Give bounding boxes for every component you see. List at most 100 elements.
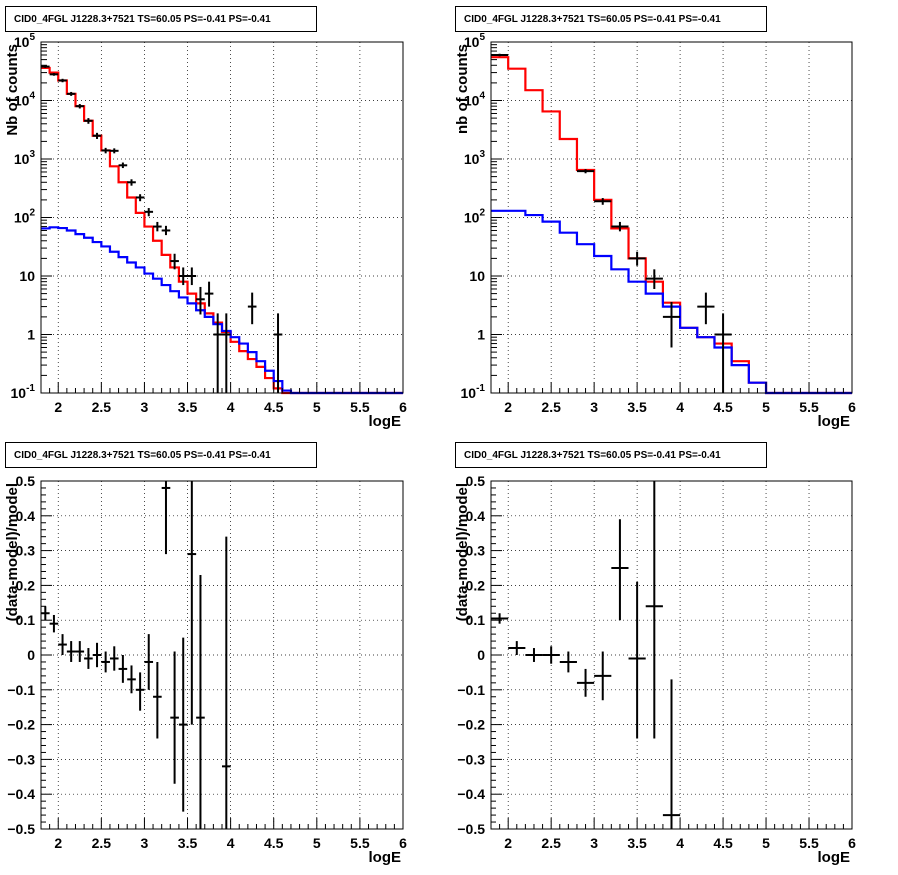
x-tick-label: 2.5 — [92, 399, 112, 415]
data-point — [49, 614, 59, 633]
y-tick-label: 0 — [27, 647, 35, 663]
x-tick-label: 4.5 — [713, 835, 733, 851]
data-point — [170, 253, 179, 270]
axis-ticks — [40, 480, 404, 830]
panel-2-title-text: CID0_4FGL J1228.3+7521 TS=60.05 PS=-0.41… — [464, 13, 721, 25]
data-point — [109, 148, 119, 154]
x-tick-label: 5 — [313, 835, 321, 851]
y-tick-label: −0.1 — [7, 682, 35, 698]
x-tick-label: 5.5 — [350, 835, 370, 851]
y-tick-label: 10-1 — [461, 383, 486, 401]
data-point — [213, 313, 222, 393]
x-tick-label: 5 — [313, 399, 321, 415]
x-tick-label: 3 — [141, 835, 149, 851]
y-tick-label: 0.5 — [16, 473, 36, 489]
y-tick-label-base: 10 — [464, 151, 480, 167]
y-tick-label: 0.4 — [16, 508, 36, 524]
axis-ticks — [490, 41, 853, 394]
data-point — [662, 679, 681, 829]
data-point — [594, 651, 612, 701]
x-tick-label: 4 — [676, 399, 684, 415]
y-tick-label: 1 — [27, 327, 35, 343]
panel-1-title-text: CID0_4FGL J1228.3+7521 TS=60.05 PS=-0.41… — [14, 13, 271, 25]
y-axis-label: Nb of counts — [4, 44, 21, 136]
data-point — [178, 637, 188, 812]
y-tick-label: 0.4 — [466, 508, 486, 524]
y-tick-label: 105 — [14, 32, 36, 50]
data-point — [153, 661, 162, 739]
panel-4: 2 2.5 3 3.5 4 4.5 5 5.5 6 −0.5 −0.4 −0.3 −0.2 −0.1 0 0.… — [454, 473, 856, 866]
y-tick-label: −0.2 — [7, 717, 35, 733]
panel-3-title-text: CID0_4FGL J1228.3+7521 TS=60.05 PS=-0.41… — [14, 449, 271, 461]
x-tick-label: 6 — [399, 399, 407, 415]
y-tick-label: −0.2 — [457, 717, 485, 733]
y-tick-label: 0.5 — [466, 473, 486, 489]
data-point — [628, 581, 646, 739]
series-1-points — [491, 481, 681, 829]
x-tick-label: 3.5 — [178, 835, 198, 851]
panel-3: 2 2.5 3 3.5 4 4.5 5 5.5 6 −0.5 −0.4 −0.3 −0.2 −0.1 0 0.… — [4, 473, 407, 866]
y-tick-label: 0.1 — [16, 612, 36, 628]
series-2-step-line — [41, 226, 403, 395]
x-tick-label: 4 — [227, 399, 235, 415]
data-point — [204, 281, 214, 307]
x-tick-label: 3.5 — [627, 399, 647, 415]
data-point — [75, 641, 85, 662]
data-point — [491, 613, 509, 624]
data-point — [58, 634, 67, 655]
y-tick-label: 103 — [464, 149, 486, 167]
data-point — [127, 665, 136, 694]
series-3-points — [491, 53, 732, 393]
data-point — [187, 267, 197, 286]
data-point — [144, 634, 154, 690]
y-tick-label-base: 10 — [14, 210, 30, 226]
x-tick-label: 6 — [399, 835, 407, 851]
x-tick-label: 2 — [504, 835, 512, 851]
panel-2: 2 2.5 3 3.5 4 4.5 5 5.5 610-1110102103104105logE… — [454, 32, 856, 430]
y-tick-label: 0 — [477, 647, 485, 663]
data-point — [161, 225, 171, 236]
y-tick-label: 10-1 — [11, 383, 36, 401]
y-tick-label: 0.2 — [466, 577, 486, 593]
x-tick-label: 2 — [54, 835, 62, 851]
y-tick-label-base: 10 — [11, 385, 27, 401]
data-point — [118, 655, 128, 683]
y-tick-label-base: 10 — [461, 385, 477, 401]
data-point — [58, 78, 67, 83]
series-1-points — [41, 481, 231, 829]
x-tick-label: 5.5 — [799, 399, 819, 415]
data-point — [714, 313, 732, 393]
data-point — [66, 91, 76, 96]
data-point — [222, 313, 231, 393]
y-axis-label: (data-model)/model — [454, 483, 471, 621]
panel-4-title-text: CID0_4FGL J1228.3+7521 TS=60.05 PS=-0.41… — [464, 449, 721, 461]
data-point — [75, 104, 85, 109]
series-3-points — [41, 65, 283, 393]
data-point — [161, 481, 171, 555]
y-tick-label: 102 — [14, 208, 36, 226]
data-point — [101, 147, 110, 154]
x-axis-label: logE — [818, 849, 851, 866]
panel-2-title: CID0_4FGL J1228.3+7521 TS=60.05 PS=-0.41… — [455, 6, 767, 32]
data-point — [628, 251, 646, 266]
y-tick-label: 104 — [14, 91, 36, 109]
data-point — [611, 221, 629, 232]
data-point — [559, 651, 577, 673]
grid — [41, 42, 403, 393]
y-tick-label: 0.1 — [466, 612, 486, 628]
y-tick-label-base: 10 — [14, 151, 30, 167]
data-point — [109, 646, 119, 671]
x-tick-label: 5 — [762, 835, 770, 851]
y-tick-label-base: 10 — [14, 93, 30, 109]
x-axis-label: logE — [818, 413, 851, 430]
data-point — [127, 179, 136, 186]
data-point — [576, 668, 595, 697]
y-tick-label-exp: 4 — [479, 91, 485, 102]
y-tick-label-exp: -1 — [476, 383, 485, 394]
data-point — [187, 481, 197, 725]
data-point — [247, 292, 257, 325]
y-tick-label: 0.2 — [16, 577, 36, 593]
x-axis-label: logE — [369, 849, 402, 866]
y-tick-label: −0.5 — [457, 821, 485, 837]
